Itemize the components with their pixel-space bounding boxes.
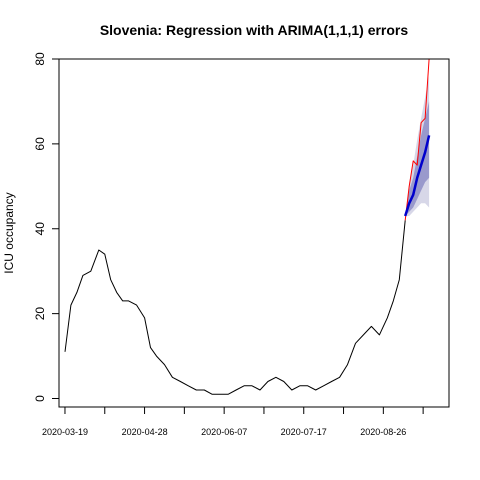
y-tick-label: 60 bbox=[33, 137, 47, 151]
y-tick-label: 80 bbox=[33, 52, 47, 66]
y-tick-label: 20 bbox=[33, 307, 47, 321]
y-tick-label: 40 bbox=[33, 222, 47, 236]
chart-title: Slovenia: Regression with ARIMA(1,1,1) e… bbox=[100, 22, 409, 38]
x-tick-label: 2020-03-19 bbox=[42, 427, 88, 437]
y-tick-label: 0 bbox=[33, 395, 47, 402]
x-tick-label: 2020-07-17 bbox=[281, 427, 327, 437]
x-tick-label: 2020-06-07 bbox=[201, 427, 247, 437]
x-tick-label: 2020-04-28 bbox=[122, 427, 168, 437]
x-tick-label: 2020-08-26 bbox=[360, 427, 406, 437]
y-axis-label: ICU occupancy bbox=[2, 192, 16, 273]
